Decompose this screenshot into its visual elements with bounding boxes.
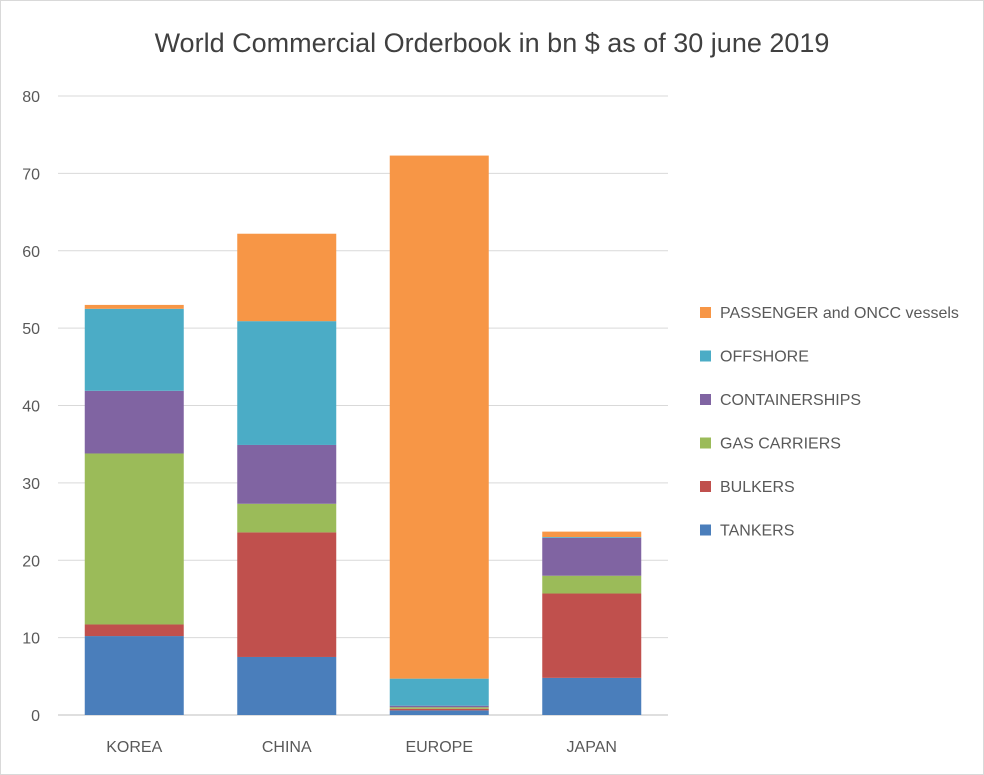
legend-swatch — [700, 437, 711, 449]
x-tick-label: CHINA — [262, 739, 312, 756]
legend-swatch — [700, 350, 711, 362]
legend-label: GAS CARRIERS — [720, 436, 841, 453]
legend-label: BULKERS — [720, 479, 795, 496]
legend-label: CONTAINERSHIPS — [720, 392, 861, 409]
bar-segment — [237, 532, 337, 657]
y-tick-label: 80 — [22, 89, 40, 106]
bar-segment — [237, 656, 337, 715]
bar-segment — [542, 531, 642, 538]
bar-segment — [389, 678, 489, 706]
bar-segment — [389, 710, 489, 715]
legend-swatch — [700, 524, 711, 536]
chart-title: World Commercial Orderbook in bn $ as of… — [154, 28, 830, 58]
bar-segment — [84, 304, 184, 309]
legend-label: OFFSHORE — [720, 349, 809, 366]
y-tick-label: 60 — [22, 244, 40, 261]
bar-segment — [84, 308, 184, 391]
bar-segment — [389, 705, 489, 708]
y-tick-label: 0 — [31, 708, 40, 725]
bar-segment — [542, 677, 642, 715]
x-tick-label: EUROPE — [405, 739, 473, 756]
y-tick-label: 40 — [22, 399, 40, 416]
bar-segment — [237, 503, 337, 533]
legend-label: PASSENGER and ONCC vessels — [720, 305, 959, 322]
bar-segment — [389, 707, 489, 709]
bar-segment — [84, 453, 184, 625]
bar-segment — [542, 537, 642, 576]
bar-segment — [237, 233, 337, 322]
y-tick-label: 20 — [22, 553, 40, 570]
y-tick-label: 10 — [22, 631, 40, 648]
legend-swatch — [700, 307, 711, 318]
bar-segment — [542, 537, 642, 538]
x-tick-label: JAPAN — [567, 739, 617, 756]
bar-segment — [542, 575, 642, 594]
bar-segment — [389, 155, 489, 679]
bar-segment — [389, 708, 489, 711]
bar-segment — [84, 636, 184, 715]
y-tick-label: 50 — [22, 321, 40, 338]
x-tick-label: KOREA — [106, 739, 162, 756]
legend-swatch — [700, 394, 711, 405]
y-tick-label: 70 — [22, 166, 40, 183]
bar-segment — [84, 390, 184, 454]
bar-segment — [84, 624, 184, 637]
bar-segment — [542, 593, 642, 678]
bar-segment — [237, 444, 337, 504]
y-tick-label: 30 — [22, 476, 40, 493]
bar-segment — [237, 321, 337, 445]
legend-swatch — [700, 481, 711, 492]
legend-label: TANKERS — [720, 523, 794, 540]
